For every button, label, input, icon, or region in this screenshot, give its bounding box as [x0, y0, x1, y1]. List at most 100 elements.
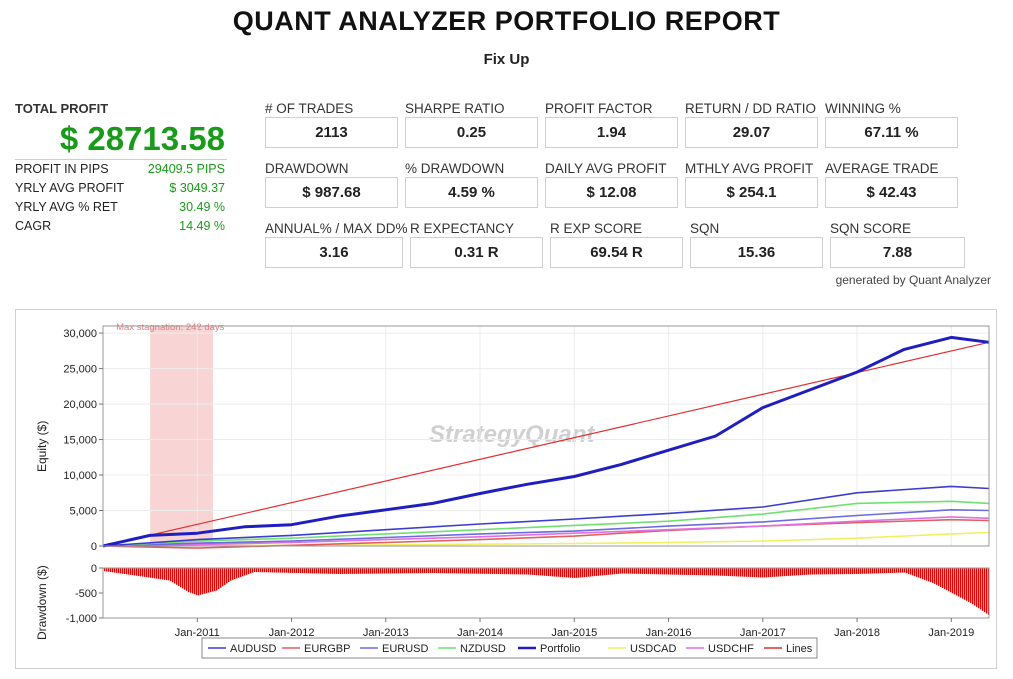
drawdown-bar — [670, 568, 672, 575]
drawdown-bar — [814, 568, 816, 575]
drawdown-bar — [638, 568, 640, 574]
drawdown-bar — [428, 568, 430, 574]
drawdown-bar — [572, 568, 574, 578]
drawdown-bar — [974, 568, 976, 606]
drawdown-bar — [956, 568, 958, 596]
drawdown-bar — [628, 568, 630, 574]
drawdown-bar — [396, 568, 398, 574]
drawdown-bar — [314, 568, 316, 574]
drawdown-bar — [894, 568, 896, 573]
drawdown-bar — [510, 568, 512, 575]
drawdown-bar — [326, 568, 328, 574]
drawdown-bar — [398, 568, 400, 574]
drawdown-bar — [824, 568, 826, 575]
drawdown-bar — [760, 568, 762, 578]
metric-value: 29.07 — [685, 117, 818, 148]
drawdown-bar — [156, 568, 158, 579]
drawdown-bar — [820, 568, 822, 575]
drawdown-bar — [906, 568, 908, 574]
drawdown-bar — [806, 568, 808, 575]
drawdown-bar — [496, 568, 498, 575]
drawdown-bar — [744, 568, 746, 577]
drawdown-bar — [932, 568, 934, 583]
drawdown-bar — [738, 568, 740, 577]
drawdown-bar — [652, 568, 654, 575]
drawdown-bar — [680, 568, 682, 575]
drawdown-bar — [408, 568, 410, 574]
drawdown-bar — [350, 568, 352, 574]
equity-tick-label: 30,000 — [63, 328, 97, 340]
drawdown-bar — [486, 568, 488, 574]
drawdown-bar — [664, 568, 666, 575]
drawdown-bar — [342, 568, 344, 574]
drawdown-bar — [538, 568, 540, 576]
drawdown-bar — [742, 568, 744, 577]
drawdown-bar — [714, 568, 716, 576]
drawdown-bar — [562, 568, 564, 578]
drawdown-bar — [228, 568, 230, 583]
metric-label: AVERAGE TRADE — [825, 161, 939, 176]
report-subtitle: Fix Up — [483, 51, 530, 68]
drawdown-bar — [688, 568, 690, 575]
drawdown-bar — [860, 568, 862, 574]
drawdown-bar — [522, 568, 524, 575]
drawdown-bar — [782, 568, 784, 577]
drawdown-bar — [470, 568, 472, 574]
drawdown-bar — [270, 568, 272, 573]
drawdown-bar — [366, 568, 368, 574]
drawdown-bar — [736, 568, 738, 577]
drawdown-bar — [288, 568, 290, 573]
drawdown-bar — [140, 568, 142, 577]
drawdown-bar — [324, 568, 326, 574]
drawdown-bar — [258, 568, 260, 573]
drawdown-bar — [498, 568, 500, 575]
legend-label: Lines — [786, 643, 813, 655]
drawdown-bar — [790, 568, 792, 576]
drawdown-bar — [844, 568, 846, 575]
drawdown-bar — [414, 568, 416, 574]
drawdown-bar — [560, 568, 562, 577]
summary-row-label: CAGR — [15, 219, 52, 233]
drawdown-bar — [516, 568, 518, 575]
x-tick-label: Jan-2012 — [269, 627, 315, 639]
drawdown-bar — [532, 568, 534, 575]
drawdown-bar — [636, 568, 638, 574]
drawdown-bar — [386, 568, 388, 574]
drawdown-bar — [528, 568, 530, 575]
drawdown-bar — [910, 568, 912, 575]
drawdown-bar — [826, 568, 828, 575]
drawdown-bar — [212, 568, 214, 592]
drawdown-bar — [302, 568, 304, 574]
drawdown-bar — [284, 568, 286, 573]
drawdown-bar — [162, 568, 164, 580]
legend-label: USDCHF — [708, 643, 754, 655]
drawdown-bar — [348, 568, 350, 574]
drawdown-bar — [446, 568, 448, 574]
drawdown-bar — [484, 568, 486, 574]
drawdown-bar — [634, 568, 636, 574]
drawdown-bar — [624, 568, 626, 574]
metric-winning-pct: WINNING % 67.11 % — [825, 101, 958, 148]
drawdown-bar — [902, 568, 904, 573]
drawdown-bar — [410, 568, 412, 574]
drawdown-bar — [546, 568, 548, 576]
drawdown-bar — [856, 568, 858, 575]
drawdown-bar — [188, 568, 190, 593]
drawdown-bar — [360, 568, 362, 574]
drawdown-bar — [454, 568, 456, 574]
drawdown-bar — [696, 568, 698, 576]
series-line-usdchf — [102, 516, 990, 547]
drawdown-bar — [378, 568, 380, 574]
drawdown-bar — [148, 568, 150, 578]
drawdown-bar — [976, 568, 978, 607]
drawdown-bar — [706, 568, 708, 576]
drawdown-bar — [792, 568, 794, 576]
drawdown-bar — [430, 568, 432, 574]
drawdown-bar — [468, 568, 470, 574]
drawdown-bar — [552, 568, 554, 577]
drawdown-bar — [678, 568, 680, 575]
summary-row-value: 29409.5 PIPS — [147, 162, 225, 176]
drawdown-bar — [818, 568, 820, 575]
drawdown-bar — [444, 568, 446, 574]
drawdown-bar — [852, 568, 854, 575]
